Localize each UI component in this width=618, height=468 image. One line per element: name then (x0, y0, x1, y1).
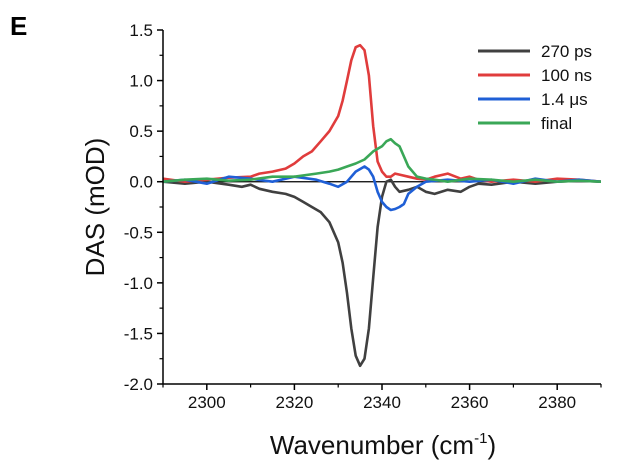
legend-label: final (541, 114, 572, 133)
x-tick-label: 2300 (188, 393, 226, 412)
y-tick-label: 1.5 (129, 21, 153, 40)
y-tick-label: 0.5 (129, 122, 153, 141)
legend: 270 ps 100 ns 1.4 μs final (478, 42, 592, 133)
y-tick-label: 0.0 (129, 173, 153, 192)
series-line-1 (163, 43, 601, 183)
legend-label: 270 ps (541, 42, 592, 61)
legend-label: 1.4 μs (541, 90, 588, 109)
y-tick-label: -1.0 (124, 274, 153, 293)
series-line-3 (163, 137, 601, 183)
y-tick-label: -0.5 (124, 223, 153, 242)
legend-label: 100 ns (541, 66, 592, 85)
series-line-0 (163, 178, 601, 368)
y-tick-label: -1.5 (124, 324, 153, 343)
y-tick-label: -2.0 (124, 375, 153, 394)
series-group (163, 43, 601, 368)
x-ticks: 2300 2320 2340 2360 2380 (162, 384, 602, 412)
x-tick-label: 2320 (275, 393, 313, 412)
y-ticks: -2.0 -1.5 -1.0 -0.5 0.0 0.5 1.0 1.5 (124, 21, 163, 394)
x-tick-label: 2340 (363, 393, 401, 412)
y-axis-title: DAS (mOD) (80, 138, 110, 277)
x-axis-title: Wavenumber (cm-1) (270, 430, 496, 460)
y-tick-label: 1.0 (129, 72, 153, 91)
panel-label: E (10, 11, 27, 41)
x-tick-label: 2360 (451, 393, 489, 412)
x-tick-label: 2380 (538, 393, 576, 412)
